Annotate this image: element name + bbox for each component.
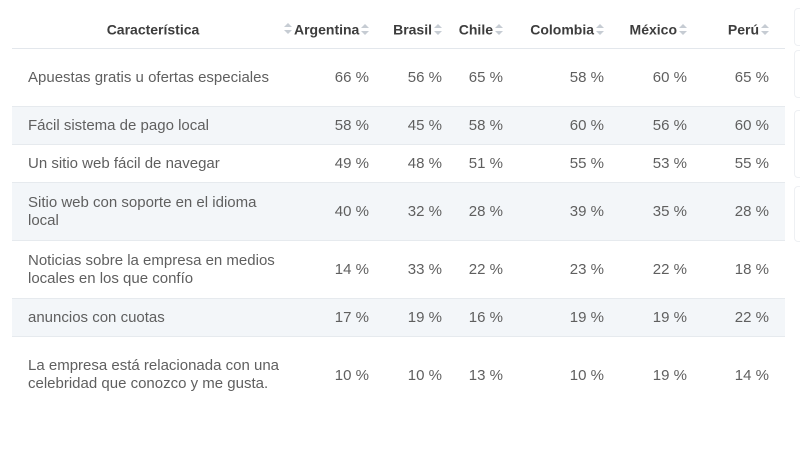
cell-brasil: 56 % — [377, 48, 450, 107]
row-label: anuncios con cuotas — [12, 298, 294, 337]
table-row: anuncios con cuotas 17 % 19 % 16 % 19 % … — [12, 298, 785, 337]
cell-mexico: 19 % — [618, 298, 701, 337]
cell-peru: 22 % — [701, 298, 785, 337]
cell-chile: 58 % — [450, 106, 518, 145]
cell-colombia: 60 % — [518, 106, 618, 145]
cell-chile: 16 % — [450, 298, 518, 337]
table-row: Un sitio web fácil de navegar 49 % 48 % … — [12, 144, 785, 183]
sort-icon[interactable] — [361, 23, 370, 36]
column-header-label: Brasil — [393, 21, 432, 38]
cell-peru: 18 % — [701, 240, 785, 299]
row-label: Noticias sobre la empresa en medios loca… — [12, 240, 294, 299]
row-label: Un sitio web fácil de navegar — [12, 144, 294, 183]
cell-colombia: 19 % — [518, 298, 618, 337]
cell-chile: 51 % — [450, 144, 518, 183]
cell-chile: 13 % — [468, 366, 503, 384]
table-row: Apuestas gratis u ofertas especiales 66 … — [12, 48, 785, 107]
column-header-chile[interactable]: Chile — [450, 10, 518, 49]
cell-mexico: 60 % — [618, 48, 701, 107]
row-label: Sitio web con soporte en el idioma local — [12, 182, 294, 241]
table-header-row: Característica Argentina Brasil Chile Co… — [12, 10, 785, 49]
cell-peru: 28 % — [701, 182, 785, 241]
side-panel-edge — [794, 50, 800, 98]
cell-peru: 14 % — [734, 366, 769, 384]
cell-peru: 65 % — [701, 48, 785, 107]
column-header-brasil[interactable]: Brasil — [377, 10, 450, 49]
column-header-mexico[interactable]: México — [618, 10, 701, 49]
cell-brasil: 10 % — [407, 366, 442, 384]
cell-brasil: 45 % — [377, 106, 450, 145]
table-row: Fácil sistema de pago local 58 % 45 % 58… — [12, 106, 785, 145]
cell-peru: 55 % — [701, 144, 785, 183]
column-header-label: Perú — [727, 21, 759, 38]
cell-chile: 28 % — [450, 182, 518, 241]
cell-brasil: 33 % — [377, 240, 450, 299]
cell-argentina: 10 % — [334, 366, 369, 384]
row-label: Apuestas gratis u ofertas especiales — [12, 48, 294, 107]
row-label: La empresa está relacionada con una cele… — [28, 357, 280, 392]
cell-colombia: 55 % — [518, 144, 618, 183]
cell-mexico: 56 % — [618, 106, 701, 145]
cell-colombia: 23 % — [518, 240, 618, 299]
cell-mexico: 53 % — [618, 144, 701, 183]
column-header-colombia[interactable]: Colombia — [518, 10, 618, 49]
table-row: Sitio web con soporte en el idioma local… — [12, 182, 785, 241]
column-header-label: México — [629, 21, 677, 38]
cell-colombia: 10 % — [569, 366, 604, 384]
row-label: Fácil sistema de pago local — [12, 106, 294, 145]
cell-chile: 65 % — [450, 48, 518, 107]
column-header-label: Característica — [106, 21, 200, 38]
survey-table: Característica Argentina Brasil Chile Co… — [12, 10, 785, 413]
cell-brasil: 48 % — [377, 144, 450, 183]
sort-icon[interactable] — [495, 23, 503, 36]
cell-argentina: 66 % — [294, 48, 377, 107]
cell-colombia: 39 % — [518, 182, 618, 241]
cell-argentina: 14 % — [294, 240, 377, 299]
table-row: La empresa está relacionada con una cele… — [12, 337, 785, 414]
column-header-label: Colombia — [530, 21, 594, 38]
survey-table-container: Característica Argentina Brasil Chile Co… — [12, 10, 785, 413]
sort-icon[interactable] — [596, 23, 604, 36]
side-panel-edge — [794, 186, 800, 242]
side-panel-edge — [794, 110, 800, 178]
sort-icon[interactable] — [679, 23, 687, 36]
cell-mexico: 19 % — [652, 366, 687, 384]
cell-peru: 60 % — [701, 106, 785, 145]
cell-brasil: 32 % — [377, 182, 450, 241]
column-header-caracteristica[interactable]: Característica — [12, 10, 294, 49]
sort-icon[interactable] — [284, 23, 292, 35]
cell-argentina: 49 % — [294, 144, 377, 183]
column-header-peru[interactable]: Perú — [701, 10, 785, 49]
cell-mexico: 35 % — [618, 182, 701, 241]
cell-argentina: 17 % — [294, 298, 377, 337]
cell-brasil: 19 % — [377, 298, 450, 337]
column-header-argentina[interactable]: Argentina — [294, 10, 377, 49]
column-header-label: Chile — [458, 21, 493, 38]
side-panel-edge — [794, 8, 800, 46]
cell-colombia: 58 % — [518, 48, 618, 107]
column-header-label: Argentina — [294, 21, 360, 38]
cell-chile: 22 % — [450, 240, 518, 299]
cell-argentina: 58 % — [294, 106, 377, 145]
cell-mexico: 22 % — [618, 240, 701, 299]
sort-icon[interactable] — [434, 23, 442, 36]
cell-argentina: 40 % — [294, 182, 377, 241]
sort-icon[interactable] — [761, 23, 769, 36]
table-row: Noticias sobre la empresa en medios loca… — [12, 240, 785, 299]
